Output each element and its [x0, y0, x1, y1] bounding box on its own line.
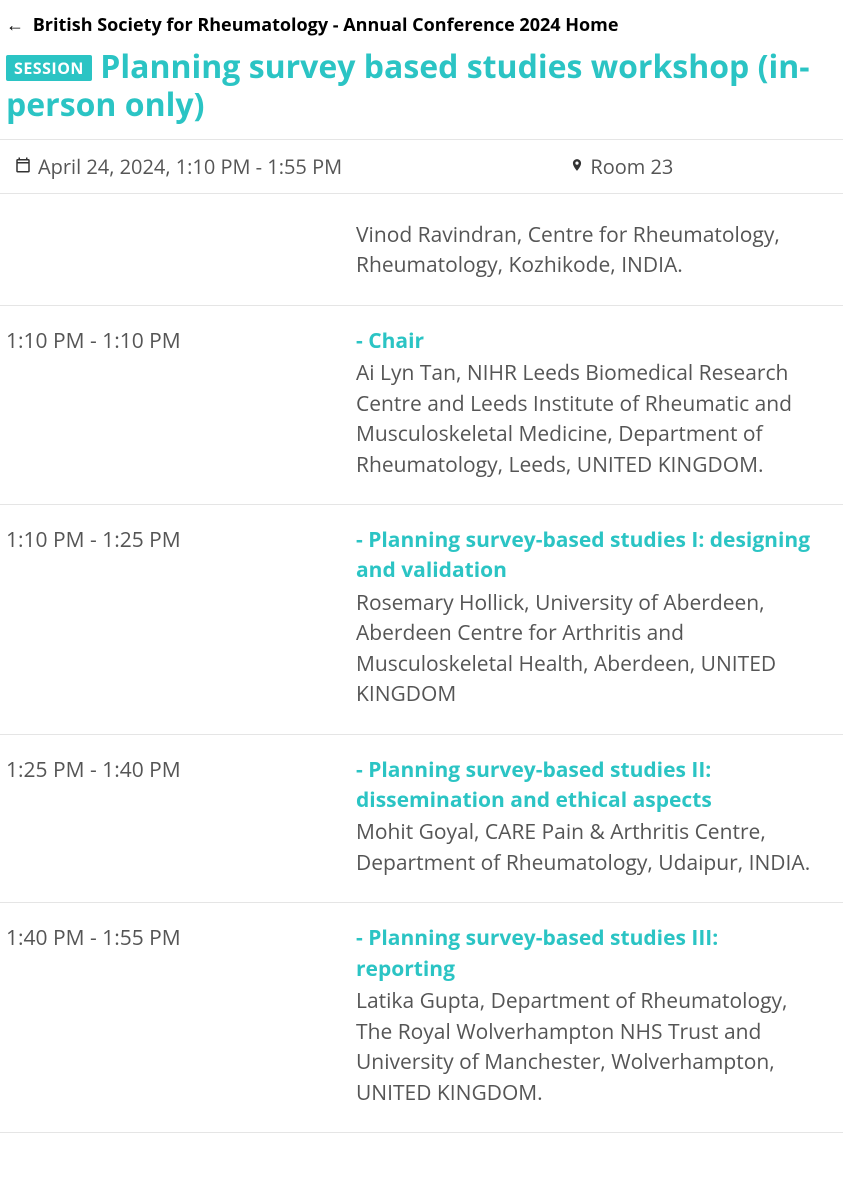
back-link-text: British Society for Rheumatology - Annua…	[33, 13, 619, 37]
agenda-row: 1:25 PM - 1:40 PM- Planning survey-based…	[0, 735, 843, 904]
agenda-time: 1:40 PM - 1:55 PM	[6, 923, 356, 1108]
session-heading: SESSION Planning survey based studies wo…	[0, 44, 843, 139]
session-badge: SESSION	[6, 55, 92, 81]
meta-room-text: Room 23	[590, 152, 673, 181]
agenda-time	[6, 218, 356, 281]
agenda-body: - Planning survey-based studies III: rep…	[356, 923, 837, 1108]
agenda-title: - Planning survey-based studies III: rep…	[356, 923, 817, 984]
agenda-description: Ai Lyn Tan, NIHR Leeds Biomedical Resear…	[356, 358, 817, 480]
agenda-row: 1:10 PM - 1:10 PM- ChairAi Lyn Tan, NIHR…	[0, 306, 843, 505]
agenda-title: - Planning survey-based studies II: diss…	[356, 755, 817, 816]
arrow-left-icon: ←	[6, 12, 24, 38]
calendar-icon	[14, 152, 32, 181]
agenda-title: - Planning survey-based studies I: desig…	[356, 525, 817, 586]
agenda-row: Vinod Ravindran, Centre for Rheumatology…	[0, 194, 843, 306]
agenda-row: 1:10 PM - 1:25 PM- Planning survey-based…	[0, 505, 843, 735]
location-pin-icon	[570, 152, 584, 181]
agenda-description: Latika Gupta, Department of Rheumatology…	[356, 986, 817, 1108]
agenda-description: Rosemary Hollick, University of Aberdeen…	[356, 588, 817, 710]
agenda-time: 1:10 PM - 1:10 PM	[6, 326, 356, 480]
agenda-description: Vinod Ravindran, Centre for Rheumatology…	[356, 220, 817, 281]
meta-datetime-text: April 24, 2024, 1:10 PM - 1:55 PM	[38, 152, 342, 181]
session-title: Planning survey based studies workshop (…	[6, 45, 810, 126]
agenda-body: - Planning survey-based studies II: diss…	[356, 755, 837, 879]
agenda-time: 1:25 PM - 1:40 PM	[6, 755, 356, 879]
back-link[interactable]: ← British Society for Rheumatology - Ann…	[0, 0, 843, 44]
agenda-row: 1:40 PM - 1:55 PM- Planning survey-based…	[0, 903, 843, 1133]
meta-room: Room 23	[556, 140, 843, 193]
meta-row: April 24, 2024, 1:10 PM - 1:55 PM Room 2…	[0, 139, 843, 194]
agenda-description: Mohit Goyal, CARE Pain & Arthritis Centr…	[356, 817, 817, 878]
agenda-body: Vinod Ravindran, Centre for Rheumatology…	[356, 218, 837, 281]
agenda-body: - ChairAi Lyn Tan, NIHR Leeds Biomedical…	[356, 326, 837, 480]
agenda-time: 1:10 PM - 1:25 PM	[6, 525, 356, 710]
agenda-list: Vinod Ravindran, Centre for Rheumatology…	[0, 194, 843, 1133]
agenda-body: - Planning survey-based studies I: desig…	[356, 525, 837, 710]
meta-datetime: April 24, 2024, 1:10 PM - 1:55 PM	[0, 140, 556, 193]
agenda-title: - Chair	[356, 326, 817, 356]
